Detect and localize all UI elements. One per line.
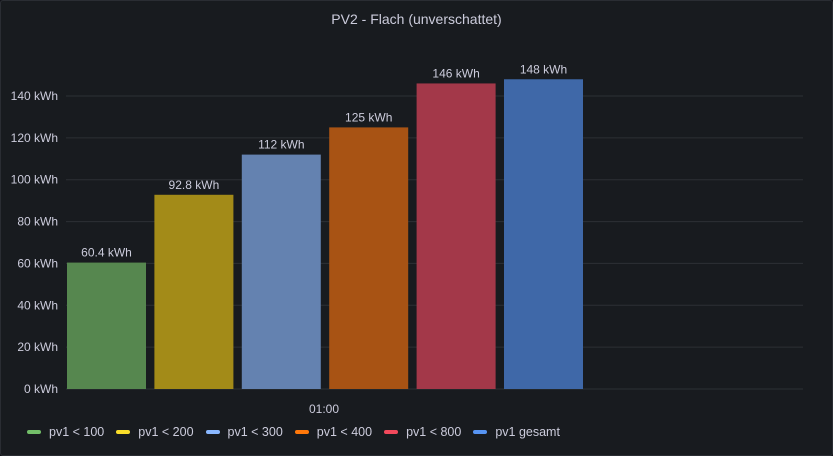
y-tick-label: 140 kWh <box>11 89 58 103</box>
bar-value-label: 112 kWh <box>258 138 304 152</box>
legend-label: pv1 < 300 <box>227 425 283 439</box>
bar-value-label: 146 kWh <box>432 66 479 80</box>
bar-value-label: 148 kWh <box>520 62 567 76</box>
y-tick-label: 0 kWh <box>24 382 58 396</box>
bar-pv1-100[interactable] <box>67 262 146 389</box>
y-tick-label: 100 kWh <box>11 173 58 187</box>
legend-swatch <box>116 430 131 434</box>
y-tick-label: 80 kWh <box>17 215 58 229</box>
legend: pv1 < 100 pv1 < 200 pv1 < 300 pv1 < 400 pv1 … <box>27 425 562 439</box>
bar-pv1-300[interactable] <box>241 154 321 389</box>
x-axis: 01:00 <box>309 402 339 416</box>
legend-swatch <box>27 430 41 434</box>
legend-label: pv1 gesamt <box>495 425 560 439</box>
bar-pv1-gesamt[interactable] <box>504 79 583 389</box>
legend-label: pv1 < 200 <box>138 425 194 439</box>
legend-swatch <box>294 430 309 434</box>
y-axis: 0 kWh 20 kWh 40 kWh 60 kWh 80 kWh 100 kWh 120 … <box>11 89 58 396</box>
bar-value-label: 125 kWh <box>345 110 392 124</box>
legend-label: pv1 < 800 <box>406 425 462 439</box>
bar-value-labels: 60.4 kWh 92.8 kWh 112 kWh 125 kWh 146 kWh 148… <box>81 62 567 259</box>
bar-value-label: 60.4 kWh <box>81 246 132 260</box>
bar-chart: 0 kWh 20 kWh 40 kWh 60 kWh 80 kWh 100 kWh 120 … <box>11 62 803 416</box>
bar-pv1-200[interactable] <box>154 194 234 389</box>
legend-item[interactable]: pv1 gesamt <box>473 425 560 439</box>
legend-item[interactable]: pv1 < 100 <box>27 425 104 439</box>
legend-label: pv1 < 100 <box>49 425 105 439</box>
panel-title[interactable]: PV2 - Flach (unverschattet) <box>331 11 502 27</box>
legend-item[interactable]: pv1 < 300 <box>205 425 283 439</box>
y-tick-label: 120 kWh <box>11 131 58 145</box>
legend-item[interactable]: pv1 < 400 <box>294 425 373 439</box>
bar-pv1-400[interactable] <box>329 127 409 390</box>
bar-value-label: 92.8 kWh <box>169 178 220 192</box>
legend-swatch <box>384 430 399 434</box>
legend-item[interactable]: pv1 < 800 <box>384 425 461 439</box>
legend-swatch <box>473 430 488 434</box>
y-tick-label: 60 kWh <box>17 256 58 270</box>
legend-item[interactable]: pv1 < 200 <box>116 425 194 439</box>
x-tick-label: 01:00 <box>309 402 339 416</box>
legend-label: pv1 < 400 <box>316 425 373 439</box>
legend-swatch <box>205 430 220 434</box>
bar-pv1-800[interactable] <box>416 83 496 389</box>
bars <box>67 79 583 390</box>
y-tick-label: 20 kWh <box>17 340 58 354</box>
y-tick-label: 40 kWh <box>17 298 58 312</box>
